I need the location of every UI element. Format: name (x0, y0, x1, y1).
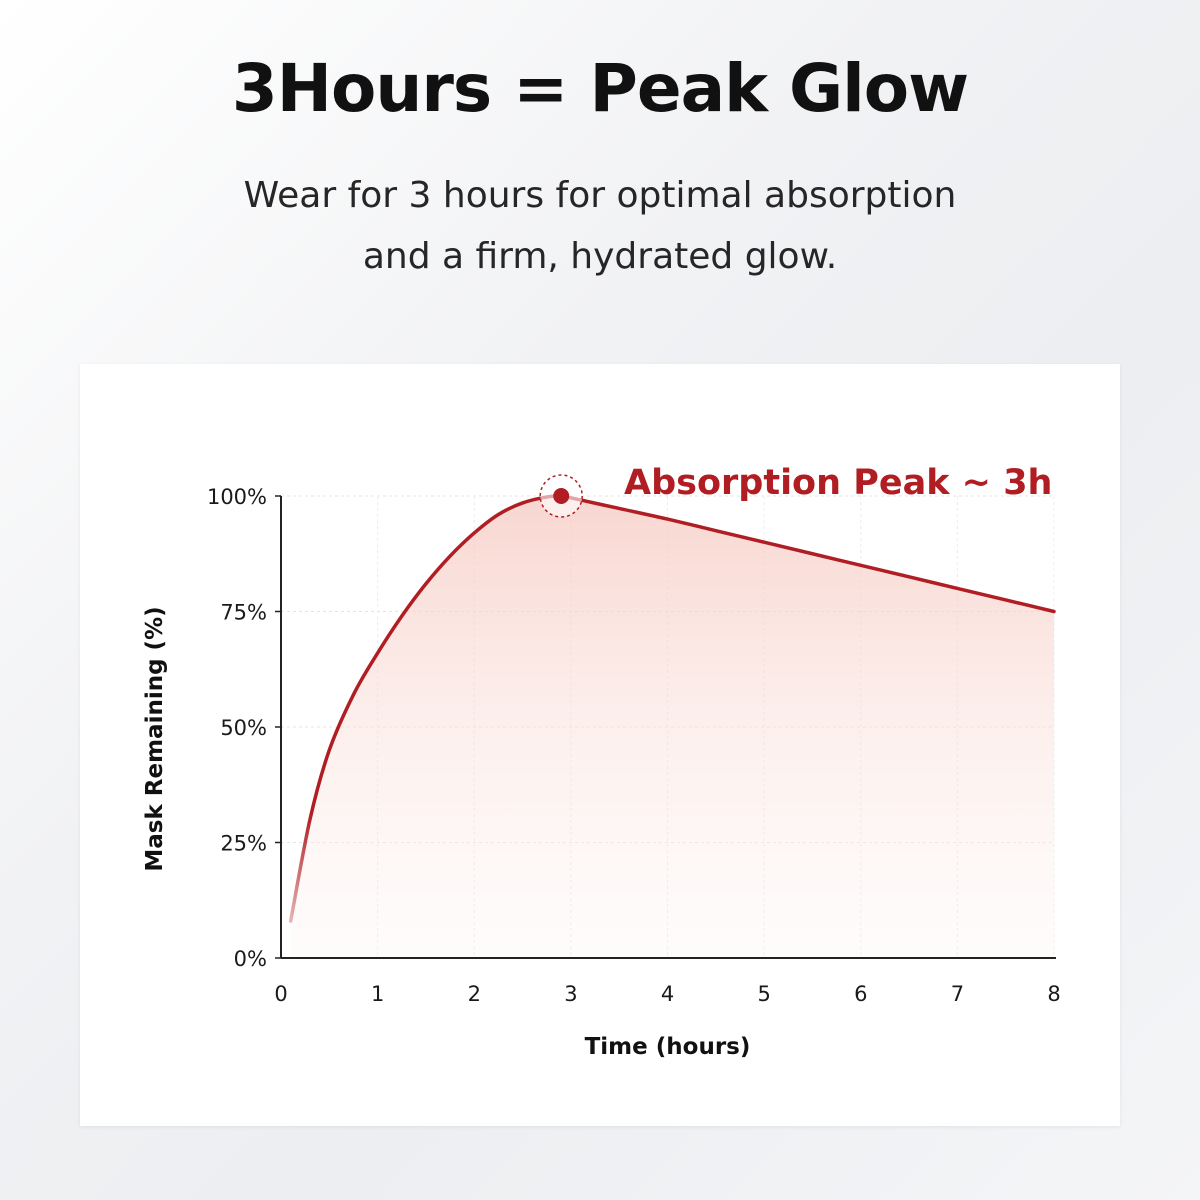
y-tick-label: 100% (207, 485, 267, 509)
peak-marker-dot (553, 488, 570, 504)
chart: 0% 25% 50% 75% 100% 0 1 2 3 4 5 6 7 8 Time (hours) Mask… (142, 463, 1061, 1060)
series-area (290, 495, 1054, 958)
y-tick-label: 25% (220, 832, 267, 856)
x-tick-label: 5 (757, 982, 770, 1006)
x-tick-label: 1 (371, 982, 384, 1006)
y-tick-label: 0% (234, 947, 267, 971)
x-tick-label: 4 (661, 982, 674, 1006)
page-title: 3Hours = Peak Glow (231, 50, 969, 127)
y-axis-title: Mask Remaining (%) (142, 606, 168, 871)
y-tick-label: 75% (220, 601, 267, 625)
subtitle-line-2: and a firm, hydrated glow. (362, 236, 838, 277)
x-tick-label: 6 (854, 982, 867, 1006)
x-tick-label: 3 (564, 982, 577, 1006)
x-axis-title: Time (hours) (585, 1034, 751, 1060)
x-tick-label: 2 (468, 982, 481, 1006)
x-tick-label: 0 (274, 982, 287, 1006)
subtitle-line-1: Wear for 3 hours for optimal absorption (243, 175, 957, 216)
x-tick-label: 8 (1047, 982, 1060, 1006)
x-tick-label: 7 (951, 982, 964, 1006)
chart-card: 0% 25% 50% 75% 100% 0 1 2 3 4 5 6 7 8 Time (hours) Mask… (80, 364, 1120, 1126)
peak-annotation: Absorption Peak ~ 3h (624, 463, 1052, 503)
y-tick-label: 50% (220, 716, 267, 740)
